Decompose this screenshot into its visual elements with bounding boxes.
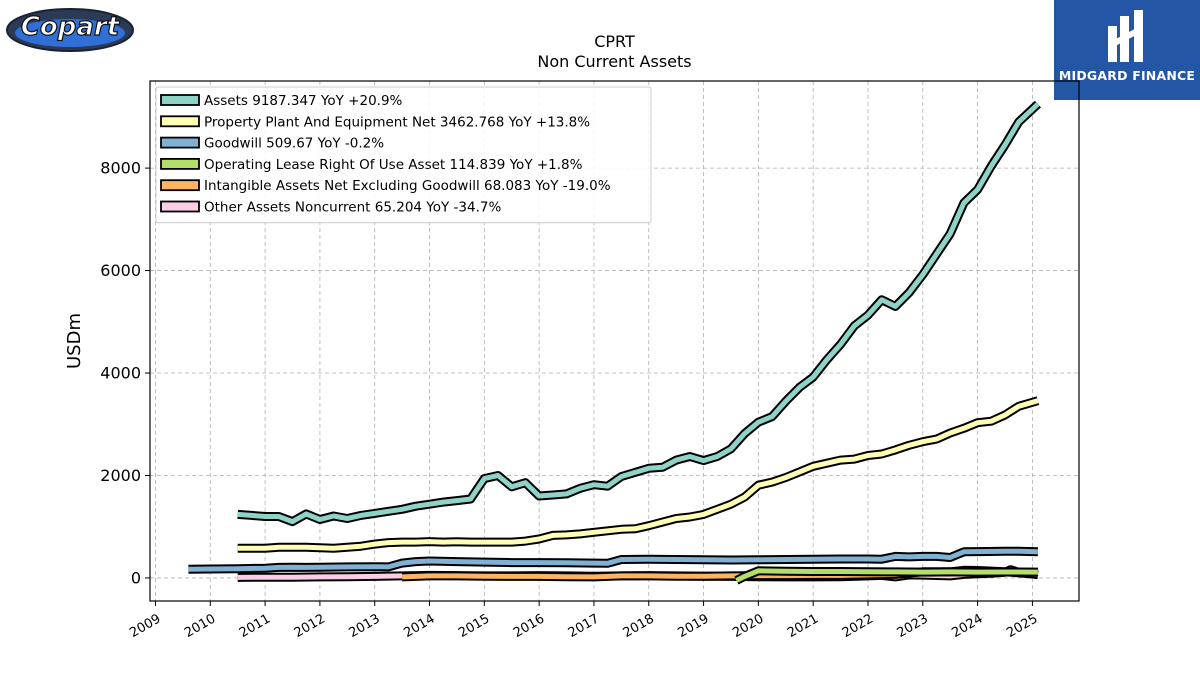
legend-swatch: [160, 136, 200, 149]
series-line-fill: [735, 568, 1038, 583]
x-tick-label: 2023: [895, 611, 931, 641]
legend-box: [155, 86, 652, 224]
x-tick-label: 2020: [730, 611, 766, 641]
x-tick-label: 2019: [675, 611, 711, 641]
y-tick-label: 6000: [100, 261, 141, 280]
x-tick-label: 2014: [401, 611, 437, 641]
legend-entry: Property Plant And Equipment Net 3462.76…: [204, 114, 590, 130]
chart-subtitle: Non Current Assets: [537, 52, 691, 71]
x-tick-label: 2011: [237, 611, 273, 641]
x-tick-label: 2010: [182, 611, 218, 641]
legend-swatch: [160, 94, 200, 106]
midgard-finance-text: MIDGARD FINANCE: [1058, 68, 1196, 83]
legend-entry: Other Assets Noncurrent 65.204 YoY -34.7…: [204, 200, 501, 216]
series-line: [188, 546, 1039, 574]
legend-entry: Assets 9187.347 YoY +20.9%: [204, 93, 403, 109]
legend-swatch: [160, 179, 200, 192]
chart-title: CPRT: [594, 32, 635, 51]
x-tick-label: 2013: [347, 611, 383, 641]
x-tick-label: 2021: [785, 611, 821, 641]
y-tick-label: 0: [131, 568, 141, 587]
series-line: [734, 566, 1038, 585]
legend-swatch: [160, 157, 200, 170]
y-tick-label: 2000: [100, 466, 141, 485]
x-tick-label: 2016: [511, 611, 547, 641]
x-tick-label: 2009: [127, 611, 163, 641]
legend-swatch: [160, 200, 200, 213]
x-axis: 2009 2010 2011 2012 2013 2014 2015 2016 2017 2018…: [127, 601, 1040, 641]
series-line: [237, 396, 1040, 553]
legend-entry: Goodwill 509.67 YoY -0.2%: [204, 136, 384, 152]
x-tick-label: 2022: [840, 611, 876, 641]
y-axis: 0 2000 4000 6000 8000: [100, 159, 150, 587]
copart-logo-text: Copart: [21, 12, 121, 42]
series-line-fill: [188, 548, 1038, 572]
series-layer: [188, 100, 1041, 585]
legend-swatch: [160, 115, 200, 128]
x-tick-label: 2025: [1004, 611, 1040, 641]
x-tick-label: 2017: [566, 611, 602, 641]
midgard-finance-logo: MIDGARD FINANCE: [1054, 0, 1200, 100]
series-line-fill: [237, 102, 1040, 525]
x-tick-label: 2018: [621, 611, 657, 641]
y-tick-label: 4000: [100, 364, 141, 383]
y-tick-label: 8000: [100, 159, 141, 178]
series-line-fill: [237, 398, 1039, 551]
legend: Assets 9187.347 YoY +20.9% Property Plant…: [155, 86, 652, 224]
x-tick-label: 2015: [456, 611, 492, 641]
y-axis-label: USDm: [64, 313, 85, 369]
x-tick-label: 2012: [292, 611, 328, 641]
plot-frame: [149, 80, 1080, 602]
copart-logo: Copart: [4, 4, 136, 60]
legend-entry: Intangible Assets Net Excluding Goodwill…: [204, 178, 611, 194]
x-tick-label: 2024: [949, 611, 985, 641]
legend-entry: Operating Lease Right Of Use Asset 114.8…: [204, 157, 583, 173]
series-line: [237, 100, 1041, 527]
